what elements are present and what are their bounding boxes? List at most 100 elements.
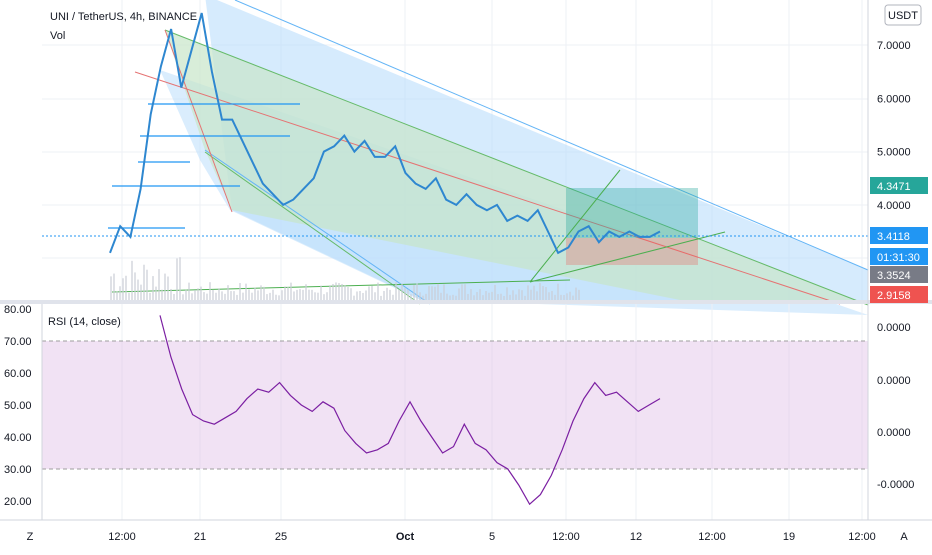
rsi-background [42,304,868,520]
volume-bar [323,294,325,300]
blue-channel-upper [234,0,869,271]
volume-bar [185,289,187,300]
volume-bar [272,289,274,300]
volume-bar [335,282,337,300]
rsi-axis[interactable]: 80.00 70.00 60.00 50.00 40.00 30.00 20.00 [4,304,32,508]
volume-bar [167,276,169,300]
volume-bar [479,289,481,300]
volume-bar [242,292,244,300]
volume-bar [164,273,166,300]
volume-bar [146,269,148,300]
price-tag-box [870,266,928,283]
time-tick-label: 21 [194,531,206,543]
volume-bar [413,284,415,300]
price-tag-label: 2.9158 [877,290,911,302]
volume-bar [407,289,409,300]
price-axis[interactable]: 7.0000 6.0000 5.0000 4.0000 [877,40,911,212]
currency-button[interactable]: USDT [884,4,922,26]
volume-bar [374,292,376,300]
volume-bar [203,292,205,300]
pane-divider[interactable] [0,300,932,304]
volume-bar [464,284,466,300]
volume-bar [503,295,505,300]
volume-bar [470,289,472,300]
volume-bar [356,291,358,300]
rsi-grid [121,304,863,520]
volume-bar [302,289,304,300]
volume-bar [233,291,235,300]
volume-bar [476,292,478,300]
volume-bar [197,288,199,300]
volume-bar [263,286,265,300]
volume-bar [458,288,460,300]
volume-bar [254,287,256,300]
volume-bar [485,291,487,300]
volume-bar [239,283,241,300]
green-channel-upper [164,29,869,306]
price-tag: 2.9158 [870,286,928,303]
volume-bar [152,276,154,300]
volume-bar [419,292,421,300]
volume-bar [317,292,319,300]
volume-bar [173,293,175,300]
volume-bar [191,293,193,300]
volume-bar [257,290,259,300]
volume-bar [248,289,250,300]
stop-box [566,238,698,265]
price-line [109,12,661,255]
volume-bar [119,286,121,300]
time-tick-label: 12:00 [108,531,136,543]
volume-bar [143,264,145,300]
price-tag-label: 3.3524 [877,270,911,282]
volume-bar [536,291,538,300]
time-axis[interactable]: 12:00 21 25 Oct 5 12:00 12 12:00 19 12:00 [108,531,876,543]
currency-button-label: USDT [888,10,918,22]
rsi-tick-label: 30.00 [4,464,32,476]
volume-bar [341,283,343,300]
volume-bar [287,286,289,300]
volume-bar [395,282,397,300]
volume-bar [188,282,190,300]
volume-bar [371,285,373,300]
volume-bar [401,283,403,300]
price-tag-label: 01:31:30 [877,252,920,264]
volume-bar [332,283,334,300]
volume-bar [149,292,151,300]
volume-bar [140,284,142,300]
volume-bar [404,287,406,300]
chart-title: UNI / TetherUS, 4h, BINANCE [50,11,197,23]
rsi-tick-label: 80.00 [4,304,32,316]
volume-bar [398,289,400,300]
volume-bar [353,295,355,300]
volume-bar [308,289,310,300]
price-tag-label: 3.4118 [877,231,910,243]
volume-bar [500,293,502,300]
volume-bar [170,288,172,300]
rsi-right-axis: 0.0000 0.0000 0.0000 -0.0000 [877,322,914,491]
price-tag: 4.3471 [870,177,928,194]
price-tags: 4.3471 3.4118 01:31:30 3.3524 2.9158 [870,177,928,303]
volume-bar [275,294,277,300]
price-tick-label: 7.0000 [877,40,911,52]
rsi-band [42,341,868,469]
volume-bar [155,286,157,300]
volume-bar [296,289,298,300]
volume-bar [563,295,565,300]
rsi-tick-label: 20.00 [4,496,32,508]
volume-bar [386,287,388,300]
volume-bar [128,292,130,300]
volume-bar [449,295,451,300]
volume-bar [380,295,382,300]
timezone-button[interactable]: Z [27,531,34,543]
auto-scale-button[interactable]: A [900,531,908,543]
rsi-line [159,315,661,506]
volume-bar [116,291,118,300]
price-tag: 01:31:30 [870,248,928,265]
volume-bar [209,282,211,300]
volume-bar [542,285,544,300]
horizontal-levels [108,103,300,229]
rsi-right-tick-label: -0.0000 [877,479,914,491]
volume-bar [347,287,349,300]
volume-bars [110,257,580,300]
volume-bar [236,294,238,300]
